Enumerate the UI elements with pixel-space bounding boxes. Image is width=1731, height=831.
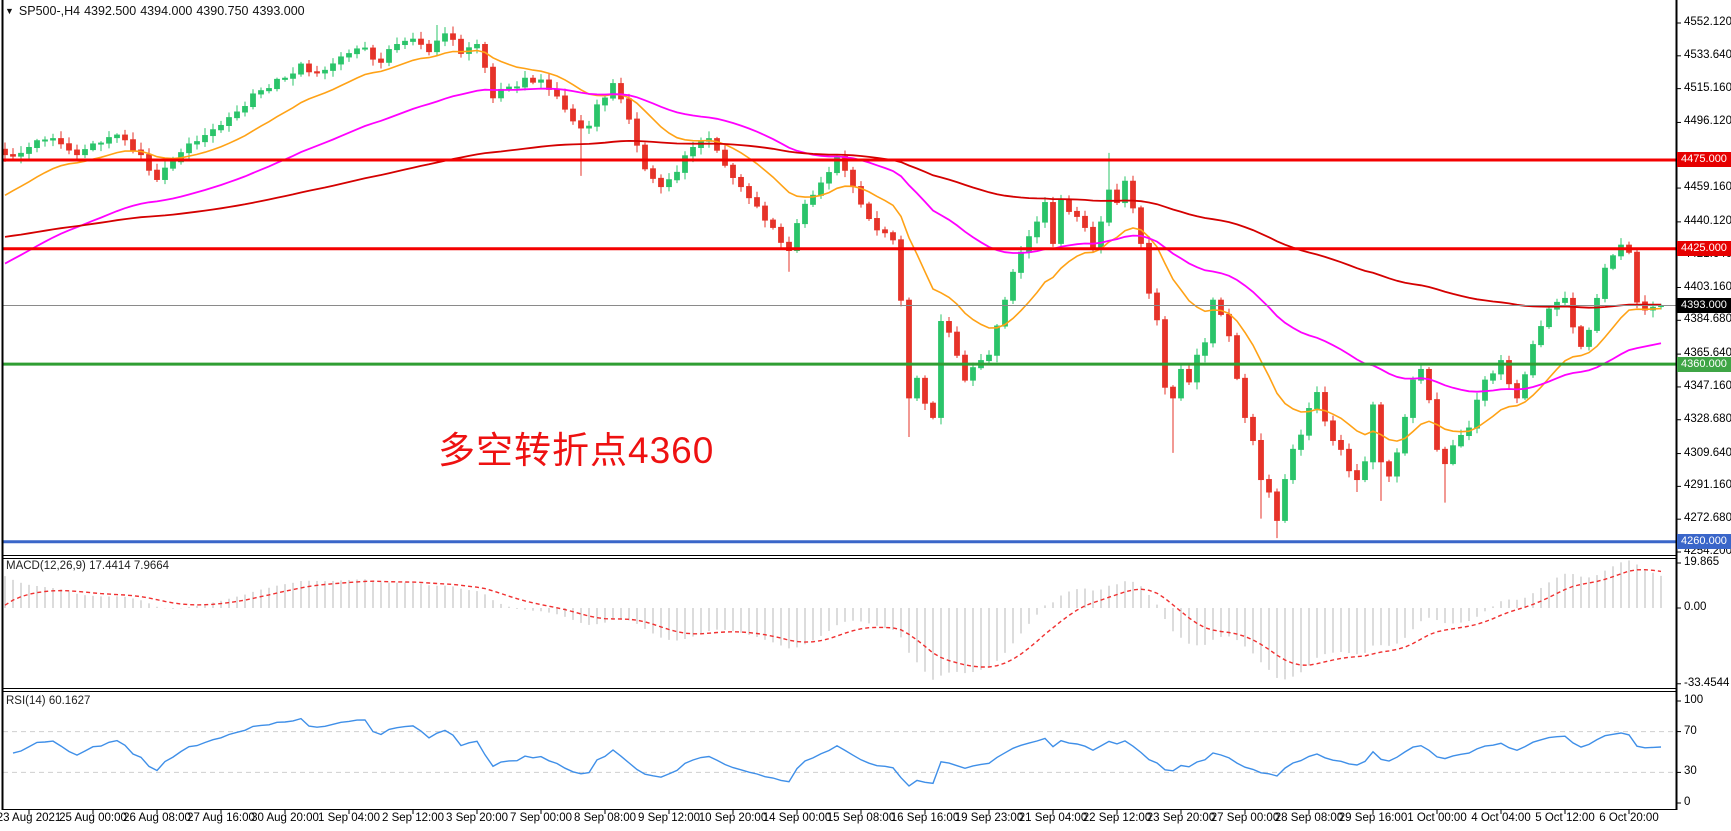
- macd-y-axis-label: 19.865: [1684, 556, 1720, 568]
- time-axis-label: 29 Sep 16:00: [1338, 812, 1408, 824]
- time-axis-label: 28 Sep 08:00: [1274, 812, 1344, 824]
- main-y-axis-label: 4533.640: [1684, 48, 1731, 61]
- rsi-y-axis-label: 100: [1684, 694, 1704, 706]
- time-axis-label: 14 Sep 00:00: [762, 812, 832, 824]
- time-axis-label: 15 Sep 08:00: [826, 812, 896, 824]
- price-level-badge: 4260.000: [1677, 534, 1731, 550]
- rsi-line: [12, 717, 1662, 787]
- time-axis-label: 27 Sep 00:00: [1210, 812, 1280, 824]
- macd-y-axis-label: -33.4544: [1684, 676, 1730, 689]
- ma-mid-line: [4, 87, 1662, 393]
- macd-signal-line: [4, 568, 1662, 668]
- time-axis-label: 30 Aug 20:00: [251, 812, 319, 824]
- time-axis-label: 6 Oct 20:00: [1599, 812, 1659, 824]
- pane-borders: [1, 0, 1678, 810]
- main-y-axis-label: 4496.120: [1684, 115, 1731, 128]
- rsi-layer[interactable]: [3, 717, 1676, 787]
- quote-close: 4393.000: [252, 4, 305, 18]
- time-axis-label: 1 Oct 00:00: [1407, 812, 1467, 824]
- main-y-axis-label: 4309.640: [1684, 446, 1731, 459]
- time-axis-label: 22 Sep 12:00: [1082, 812, 1152, 824]
- price-level-badge: 4475.000: [1677, 152, 1731, 168]
- price-level-lines[interactable]: [3, 158, 1676, 544]
- symbol-label: SP500-,H4: [18, 4, 81, 18]
- main-y-axis-label: 4459.160: [1684, 181, 1731, 194]
- ma-fast-line: [4, 49, 1662, 442]
- time-axis-label: 1 Sep 04:00: [317, 812, 381, 824]
- macd-layer[interactable]: [4, 560, 1662, 680]
- time-axis-label: 23 Aug 2021: [0, 812, 62, 824]
- main-y-axis-label: 4515.160: [1684, 81, 1731, 94]
- time-axis-label: 19 Sep 23:00: [954, 812, 1024, 824]
- main-y-axis-label: 4440.120: [1684, 214, 1731, 227]
- time-axis-label: 8 Sep 08:00: [573, 812, 637, 824]
- macd-y-axis-label: 0.00: [1684, 601, 1707, 613]
- time-axis-label: 27 Aug 16:00: [187, 812, 255, 824]
- chart-title: ▼ SP500-,H4 4392.500 4394.000 4390.750 4393.0…: [5, 4, 309, 18]
- main-y-axis-label: 4347.160: [1684, 379, 1731, 392]
- time-axis-label: 26 Aug 08:00: [123, 812, 191, 824]
- time-axis-label: 5 Oct 12:00: [1535, 812, 1595, 824]
- rsi-y-axis-label: 30: [1684, 765, 1697, 778]
- time-axis-label: 10 Sep 20:00: [698, 812, 768, 824]
- rsi-y-axis-label: 0: [1684, 796, 1691, 808]
- quote-low: 4390.750: [196, 4, 249, 18]
- time-axis-label: 25 Aug 00:00: [59, 812, 127, 824]
- quote-open: 4392.500: [84, 4, 137, 18]
- ma-slow-line: [4, 139, 1661, 309]
- symbol-dropdown-icon[interactable]: ▼: [5, 6, 14, 16]
- main-y-axis-label: 4328.680: [1684, 412, 1731, 425]
- candles-layer[interactable]: [2, 24, 1664, 539]
- quote-high: 4394.000: [140, 4, 193, 18]
- rsi-y-axis-label: 70: [1684, 724, 1697, 737]
- time-axis-label: 3 Sep 20:00: [445, 812, 509, 824]
- price-level-badge: 4393.000: [1677, 298, 1731, 314]
- price-level-badge: 4360.000: [1677, 356, 1731, 372]
- rsi-label: RSI(14) 60.1627: [6, 695, 91, 707]
- time-axis-label: 9 Sep 12:00: [637, 812, 701, 824]
- price-level-badge: 4425.000: [1677, 241, 1731, 257]
- main-y-axis-label: 4365.640: [1684, 347, 1731, 360]
- time-axis-label: 7 Sep 00:00: [509, 812, 573, 824]
- axis-ticks: [28, 22, 1681, 814]
- main-y-axis-label: 4403.160: [1684, 280, 1731, 293]
- macd-label: MACD(12,26,9) 17.4414 7.9664: [6, 560, 170, 572]
- time-axis-label: 4 Oct 04:00: [1471, 812, 1531, 824]
- time-axis-label: 16 Sep 16:00: [890, 812, 960, 824]
- main-y-axis-label: 4272.680: [1684, 512, 1731, 525]
- main-y-axis-label: 4552.120: [1684, 16, 1731, 28]
- main-y-axis-label: 4291.160: [1684, 479, 1731, 492]
- time-axis-label: 23 Sep 20:00: [1146, 812, 1216, 824]
- time-axis-label: 2 Sep 12:00: [381, 812, 445, 824]
- annotation-text: 多空转折点4360: [438, 430, 715, 471]
- main-y-axis-label: 4384.680: [1684, 313, 1731, 326]
- time-axis-label: 21 Sep 04:00: [1018, 812, 1088, 824]
